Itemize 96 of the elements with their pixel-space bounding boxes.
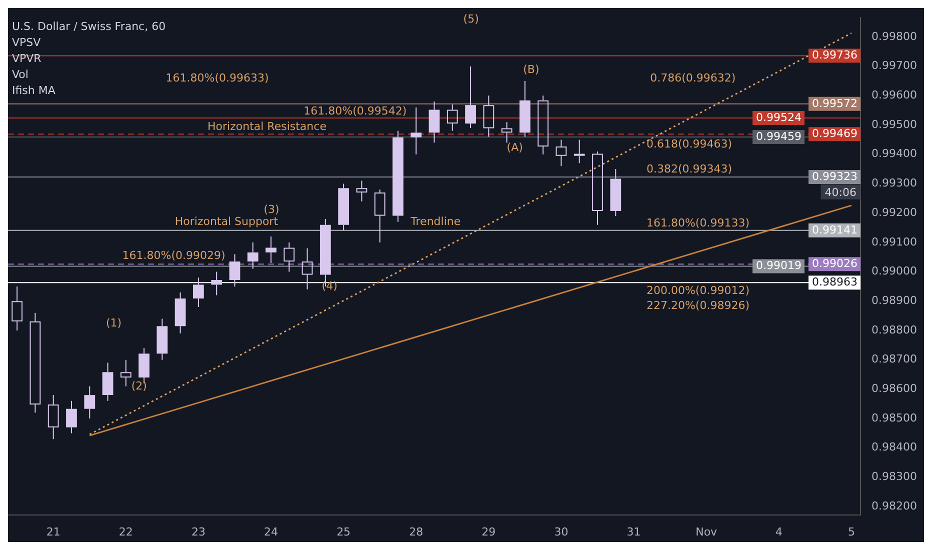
ref-line-label: 0.99524 xyxy=(756,110,802,124)
annotation: (2) xyxy=(131,379,147,392)
candlestick xyxy=(446,104,458,132)
candlestick xyxy=(102,362,114,402)
annotation: Trendline xyxy=(410,215,461,228)
y-tick-label: 0.99400 xyxy=(872,147,918,160)
annotation: 0.618(0.99463) xyxy=(646,137,732,150)
y-tick-label: 0.99800 xyxy=(872,30,918,43)
annotation: 40:06 xyxy=(824,186,857,199)
ref-line-label: 0.99459 xyxy=(756,130,802,143)
annotation: 0.382(0.99343) xyxy=(646,162,732,176)
candlestick xyxy=(356,180,368,202)
annotation: 161.80%(0.99133) xyxy=(646,216,750,230)
annotation: (5) xyxy=(463,12,479,26)
annotation: (4) xyxy=(322,279,338,292)
y-tick-label: 0.98700 xyxy=(872,352,918,366)
annotation: VPVR xyxy=(12,52,42,65)
y-tick-label: 0.99100 xyxy=(872,235,918,248)
candlestick xyxy=(211,271,222,296)
chart-title: U.S. Dollar / Swiss Franc, 60 xyxy=(12,20,166,33)
candlestick xyxy=(374,189,386,243)
y-tick-label: 0.99500 xyxy=(872,118,918,131)
ref-line-label: 0.98963 xyxy=(812,275,858,288)
candlestick xyxy=(592,150,603,226)
y-tick-label: 0.99000 xyxy=(872,264,918,278)
candlestick xyxy=(48,394,59,440)
candlestick xyxy=(483,95,494,138)
x-tick-label: 31 xyxy=(626,525,641,538)
x-tick-label: 30 xyxy=(554,525,568,538)
candlestick xyxy=(66,400,77,434)
x-tick-label: 29 xyxy=(482,525,496,538)
candlestick xyxy=(30,312,41,414)
annotation: 161.80%(0.99542) xyxy=(304,104,407,118)
candlestick xyxy=(520,80,530,138)
y-tick-label: 0.98600 xyxy=(872,382,918,396)
annotation: Vol xyxy=(12,68,28,81)
annotation: 227.20%(0.98926) xyxy=(646,298,750,312)
y-tick-label: 0.98300 xyxy=(872,470,918,484)
candlestick xyxy=(302,248,313,290)
ref-line-label: 0.99736 xyxy=(812,48,858,62)
annotation: 161.80%(0.99633) xyxy=(166,71,269,84)
y-tick-label: 0.99700 xyxy=(872,59,918,72)
candlestick xyxy=(538,95,549,155)
y-tick-label: 0.99600 xyxy=(872,88,918,102)
candlestick xyxy=(501,122,512,144)
candlestick xyxy=(284,242,295,272)
annotation: 161.80%(0.99029) xyxy=(122,248,226,262)
annotation: Horizontal Support xyxy=(174,215,279,228)
annotation: (A) xyxy=(506,141,523,154)
annotation: Horizontal Resistance xyxy=(208,120,327,134)
x-tick-label: 4 xyxy=(775,525,782,538)
annotation: Ifish MA xyxy=(12,84,56,97)
annotation: (1) xyxy=(106,316,122,330)
y-tick-label: 0.98500 xyxy=(872,411,918,424)
annotation: (B) xyxy=(523,63,540,76)
x-tick-label: 21 xyxy=(46,525,60,538)
candlestick xyxy=(428,101,440,144)
candlestick xyxy=(266,236,276,264)
x-tick-label: 25 xyxy=(336,525,351,538)
y-tick-label: 0.98800 xyxy=(872,323,918,336)
annotation: VPSV xyxy=(12,36,42,49)
candlestick xyxy=(156,318,168,360)
ref-line-label: 0.99141 xyxy=(812,223,858,236)
x-tick-label: 24 xyxy=(264,525,278,538)
ref-line-label: 0.99469 xyxy=(812,126,858,140)
candlestick xyxy=(120,359,132,387)
ref-line-label: 0.99323 xyxy=(812,170,858,183)
ref-line-label: 0.99019 xyxy=(756,259,802,272)
candlestick xyxy=(392,130,404,222)
x-tick-label: Nov xyxy=(696,525,718,538)
y-tick-label: 0.98400 xyxy=(872,440,918,454)
ref-line-label: 0.99026 xyxy=(812,257,858,270)
candlestick xyxy=(465,66,476,128)
y-tick-label: 0.99300 xyxy=(872,176,918,190)
x-tick-label: 5 xyxy=(848,525,855,538)
candlestick xyxy=(247,242,258,270)
candlestick xyxy=(193,277,204,308)
candlestick xyxy=(174,292,186,334)
candlestick xyxy=(84,386,96,420)
x-tick-label: 28 xyxy=(409,525,424,538)
candlestick xyxy=(410,106,422,155)
candlestick xyxy=(12,286,23,331)
annotation: (3) xyxy=(264,203,280,216)
candlestick xyxy=(556,139,567,167)
candlestick xyxy=(338,183,350,232)
annotation: 0.786(0.99632) xyxy=(650,71,736,84)
y-tick-label: 0.99200 xyxy=(872,206,918,219)
y-tick-label: 0.98200 xyxy=(872,499,918,512)
x-tick-label: 23 xyxy=(191,525,206,538)
ref-line-label: 0.99572 xyxy=(812,96,858,110)
candlestick xyxy=(610,168,622,217)
candlestick xyxy=(574,139,585,164)
x-tick-label: 22 xyxy=(118,525,133,538)
candlestick xyxy=(229,254,240,287)
y-tick-label: 0.98900 xyxy=(872,294,918,307)
annotation: 200.00%(0.99012) xyxy=(646,284,750,298)
